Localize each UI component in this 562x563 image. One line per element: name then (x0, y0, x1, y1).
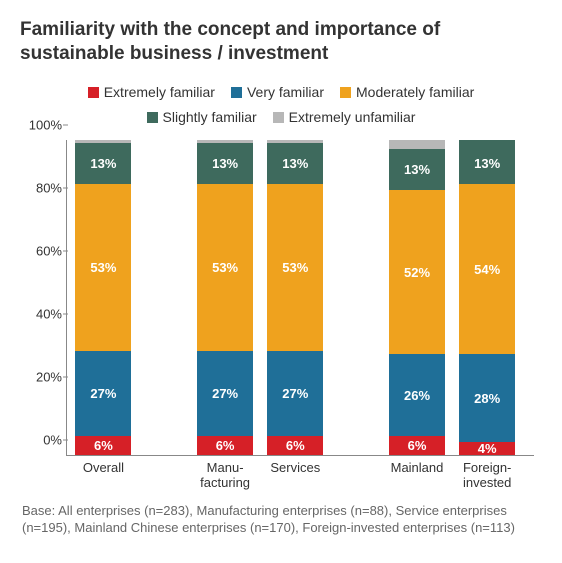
segment-label: 6% (94, 438, 113, 453)
legend-swatch (147, 112, 158, 123)
chart-title: Familiarity with the concept and importa… (20, 18, 542, 66)
segment-moderately-familiar: 53% (75, 184, 131, 351)
segment-label: 26% (404, 388, 430, 403)
y-tick: 100% (20, 117, 62, 132)
y-tick: 20% (20, 369, 62, 384)
x-label-foreign-invested: Foreign- invested (452, 460, 522, 491)
segment-moderately-familiar: 54% (459, 184, 515, 354)
segment-label: 27% (212, 386, 238, 401)
y-tick: 80% (20, 180, 62, 195)
segment-slightly-familiar: 13% (459, 143, 515, 184)
legend-label: Extremely unfamiliar (289, 109, 416, 125)
segment-label: 13% (90, 156, 116, 171)
segment-extremely-familiar: 4% (459, 442, 515, 455)
segment-label: 4% (478, 441, 497, 456)
legend-item-moderately-familiar: Moderately familiar (340, 80, 474, 105)
x-label-services: Services (260, 460, 330, 476)
segment-label: 13% (404, 162, 430, 177)
segment-label: 54% (474, 262, 500, 277)
legend-item-very-familiar: Very familiar (231, 80, 324, 105)
footnote: Base: All enterprises (n=283), Manufactu… (22, 502, 542, 537)
segment-slightly-familiar: 13% (75, 143, 131, 184)
chart-container: Familiarity with the concept and importa… (0, 0, 562, 547)
segment-very-familiar: 27% (197, 351, 253, 436)
segment-label: 53% (212, 260, 238, 275)
legend-item-extremely-familiar: Extremely familiar (88, 80, 215, 105)
segment-moderately-familiar: 53% (197, 184, 253, 351)
segment-extremely-familiar: 6% (389, 436, 445, 455)
segment-moderately-familiar: 53% (267, 184, 323, 351)
legend-label: Very familiar (247, 84, 324, 100)
x-label-manufacturing: Manu- facturing (190, 460, 260, 491)
legend-swatch (88, 87, 99, 98)
plot-area: 6% 27% 53% 13% 6% 27% 53% 13% 6% 27% 53% 13% 6% 26% 52… (66, 140, 534, 456)
segment-moderately-familiar: 52% (389, 190, 445, 354)
legend-swatch (273, 112, 284, 123)
segment-label: 52% (404, 265, 430, 280)
segment-very-familiar: 28% (459, 354, 515, 442)
bar-manufacturing: 6% 27% 53% 13% (197, 140, 253, 455)
bars-layer: 6% 27% 53% 13% 6% 27% 53% 13% 6% 27% 53% 13% 6% 26% 52… (66, 140, 534, 455)
legend-label: Moderately familiar (356, 84, 474, 100)
segment-label: 6% (408, 438, 427, 453)
legend-swatch (340, 87, 351, 98)
segment-label: 27% (90, 386, 116, 401)
x-label-overall: Overall (68, 460, 138, 476)
segment-very-familiar: 27% (267, 351, 323, 436)
segment-label: 6% (286, 438, 305, 453)
segment-label: 13% (282, 156, 308, 171)
bar-foreign-invested: 4% 28% 54% 13% (459, 140, 515, 455)
segment-very-familiar: 27% (75, 351, 131, 436)
segment-label: 53% (90, 260, 116, 275)
legend-item-extremely-unfamiliar: Extremely unfamiliar (273, 105, 416, 130)
y-tick: 60% (20, 243, 62, 258)
segment-extremely-familiar: 6% (75, 436, 131, 455)
segment-label: 28% (474, 391, 500, 406)
x-label-mainland: Mainland (382, 460, 452, 476)
legend-label: Slightly familiar (163, 109, 257, 125)
segment-label: 6% (216, 438, 235, 453)
legend: Extremely familiar Very familiar Moderatel… (20, 80, 542, 130)
legend-label: Extremely familiar (104, 84, 215, 100)
y-tick: 0% (20, 432, 62, 447)
segment-label: 27% (282, 386, 308, 401)
y-tick: 40% (20, 306, 62, 321)
segment-label: 13% (474, 156, 500, 171)
bar-mainland: 6% 26% 52% 13% (389, 140, 445, 455)
legend-item-slightly-familiar: Slightly familiar (147, 105, 257, 130)
segment-very-familiar: 26% (389, 354, 445, 436)
segment-slightly-familiar: 13% (197, 143, 253, 184)
bar-services: 6% 27% 53% 13% (267, 140, 323, 455)
x-axis-labels: Overall Manu- facturingServices MainlandFo… (66, 460, 534, 500)
segment-extremely-familiar: 6% (267, 436, 323, 455)
segment-slightly-familiar: 13% (267, 143, 323, 184)
segment-slightly-familiar: 13% (389, 149, 445, 190)
legend-swatch (231, 87, 242, 98)
segment-extremely-familiar: 6% (197, 436, 253, 455)
segment-label: 13% (212, 156, 238, 171)
bar-overall: 6% 27% 53% 13% (75, 140, 131, 455)
segment-extremely-unfamiliar (389, 140, 445, 149)
segment-label: 53% (282, 260, 308, 275)
